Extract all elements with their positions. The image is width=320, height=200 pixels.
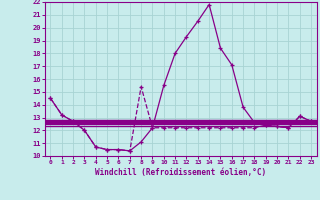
X-axis label: Windchill (Refroidissement éolien,°C): Windchill (Refroidissement éolien,°C) xyxy=(95,168,266,177)
